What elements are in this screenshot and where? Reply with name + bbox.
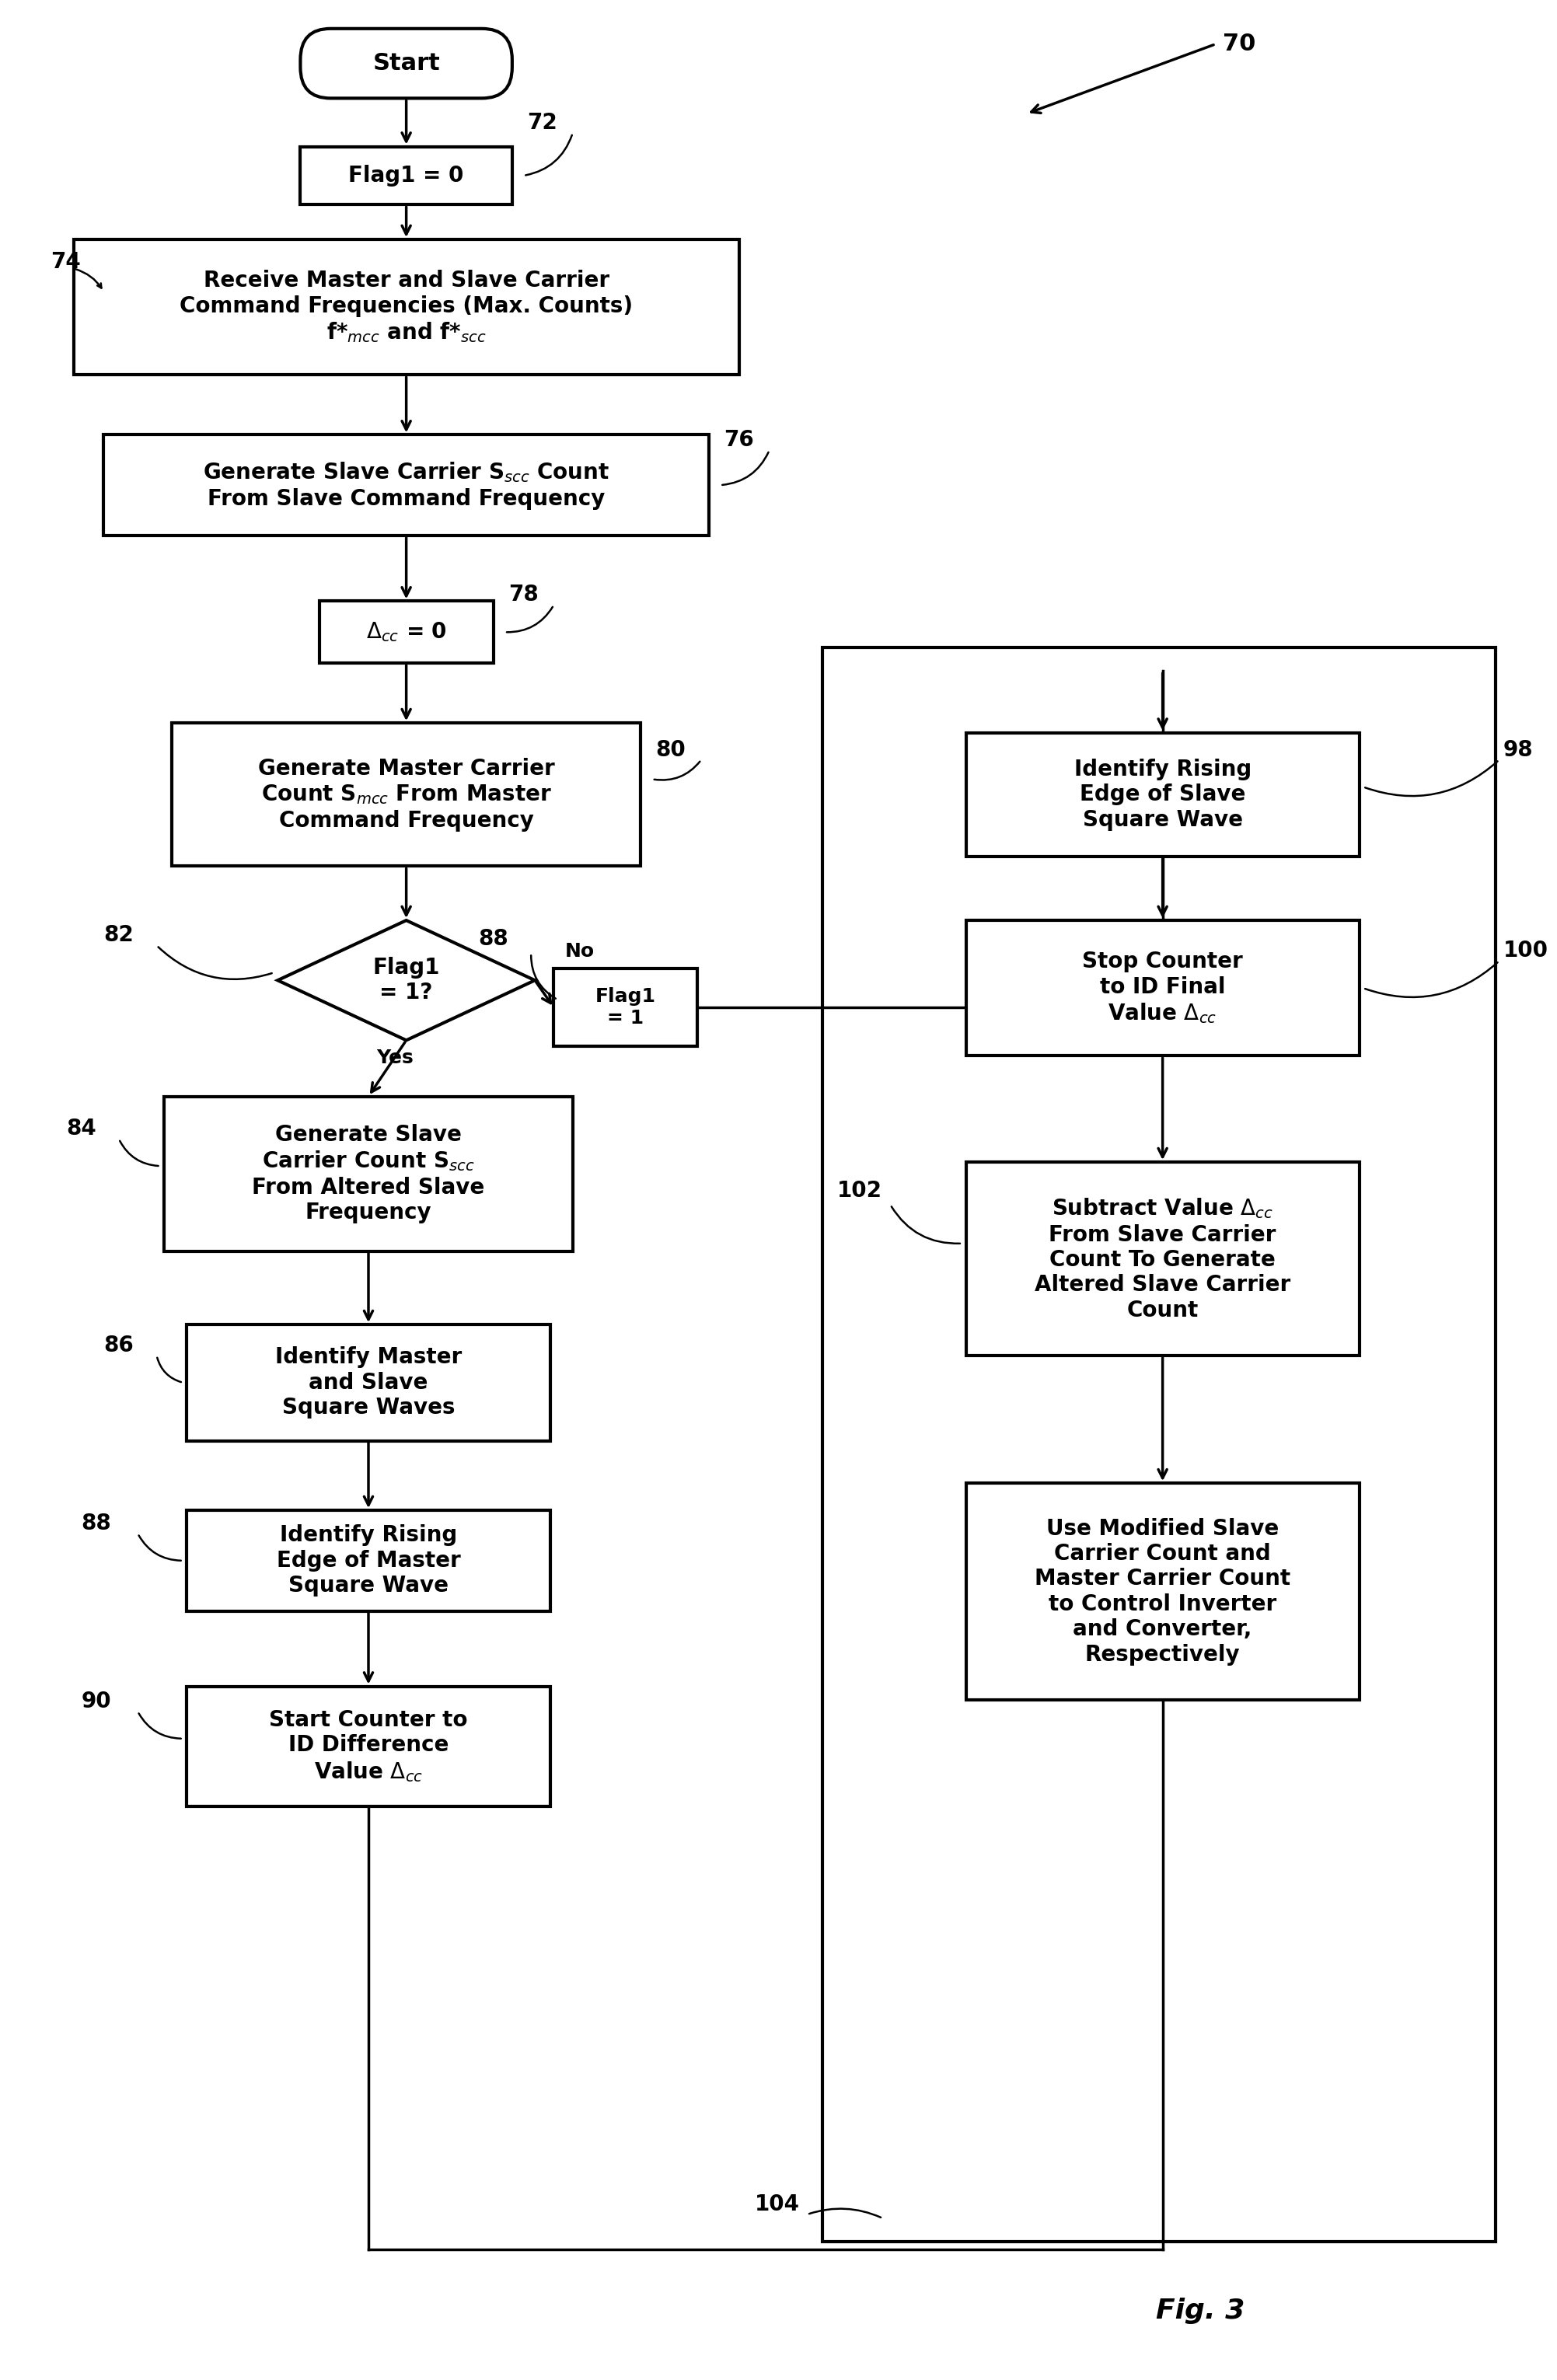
Text: 98: 98 bbox=[1503, 738, 1534, 762]
Text: Subtract Value $\Delta_{cc}$
From Slave Carrier
Count To Generate
Altered Slave : Subtract Value $\Delta_{cc}$ From Slave … bbox=[1035, 1197, 1291, 1321]
Text: 82: 82 bbox=[104, 923, 134, 947]
Text: $\Delta_{cc}$ = 0: $\Delta_{cc}$ = 0 bbox=[366, 621, 447, 643]
Text: Fig. 3: Fig. 3 bbox=[1155, 2299, 1246, 2325]
Text: Generate Master Carrier
Count S$_{mcc}$ From Master
Command Frequency: Generate Master Carrier Count S$_{mcc}$ … bbox=[258, 757, 554, 831]
Text: Identify Rising
Edge of Slave
Square Wave: Identify Rising Edge of Slave Square Wav… bbox=[1074, 759, 1252, 831]
Text: Flag1
= 1: Flag1 = 1 bbox=[595, 988, 655, 1028]
FancyBboxPatch shape bbox=[319, 602, 494, 664]
FancyBboxPatch shape bbox=[163, 1097, 573, 1252]
FancyBboxPatch shape bbox=[554, 969, 698, 1047]
Text: Receive Master and Slave Carrier
Command Frequencies (Max. Counts)
f*$_{mcc}$ an: Receive Master and Slave Carrier Command… bbox=[179, 269, 632, 345]
FancyBboxPatch shape bbox=[187, 1326, 550, 1440]
Text: Start: Start bbox=[372, 52, 441, 74]
Text: 78: 78 bbox=[509, 583, 539, 607]
Text: Use Modified Slave
Carrier Count and
Master Carrier Count
to Control Inverter
an: Use Modified Slave Carrier Count and Mas… bbox=[1035, 1518, 1291, 1666]
Text: Generate Slave Carrier S$_{scc}$ Count
From Slave Command Frequency: Generate Slave Carrier S$_{scc}$ Count F… bbox=[202, 462, 609, 509]
Polygon shape bbox=[277, 921, 536, 1040]
FancyBboxPatch shape bbox=[965, 733, 1359, 857]
Text: No: No bbox=[565, 942, 595, 962]
Text: Yes: Yes bbox=[377, 1050, 414, 1066]
Text: 90: 90 bbox=[81, 1690, 111, 1711]
Text: Generate Slave
Carrier Count S$_{scc}$
From Altered Slave
Frequency: Generate Slave Carrier Count S$_{scc}$ F… bbox=[252, 1123, 484, 1223]
Text: Identify Rising
Edge of Master
Square Wave: Identify Rising Edge of Master Square Wa… bbox=[277, 1526, 461, 1597]
Text: 104: 104 bbox=[755, 2194, 800, 2216]
FancyBboxPatch shape bbox=[965, 921, 1359, 1057]
Text: 80: 80 bbox=[655, 738, 687, 762]
FancyBboxPatch shape bbox=[822, 647, 1495, 2242]
Text: 86: 86 bbox=[104, 1335, 134, 1357]
Text: Identify Master
and Slave
Square Waves: Identify Master and Slave Square Waves bbox=[276, 1347, 462, 1418]
Text: Start Counter to
ID Difference
Value $\Delta_{cc}$: Start Counter to ID Difference Value $\D… bbox=[269, 1709, 467, 1783]
Text: 88: 88 bbox=[81, 1514, 111, 1535]
FancyBboxPatch shape bbox=[171, 724, 641, 866]
Text: 76: 76 bbox=[724, 428, 754, 452]
Text: 88: 88 bbox=[478, 928, 508, 950]
FancyBboxPatch shape bbox=[965, 1161, 1359, 1357]
FancyBboxPatch shape bbox=[301, 148, 512, 205]
Text: Flag1
= 1?: Flag1 = 1? bbox=[372, 957, 439, 1004]
FancyBboxPatch shape bbox=[104, 436, 708, 536]
Text: Stop Counter
to ID Final
Value $\Delta_{cc}$: Stop Counter to ID Final Value $\Delta_{… bbox=[1082, 950, 1242, 1026]
Text: 102: 102 bbox=[838, 1180, 883, 1202]
Text: 70: 70 bbox=[1224, 33, 1256, 55]
FancyBboxPatch shape bbox=[187, 1511, 550, 1611]
FancyBboxPatch shape bbox=[187, 1687, 550, 1806]
FancyBboxPatch shape bbox=[965, 1483, 1359, 1699]
Text: Flag1 = 0: Flag1 = 0 bbox=[349, 164, 464, 186]
Text: 72: 72 bbox=[528, 112, 557, 133]
Text: 84: 84 bbox=[65, 1119, 97, 1140]
Text: 74: 74 bbox=[51, 252, 81, 274]
Text: 100: 100 bbox=[1503, 940, 1548, 962]
FancyBboxPatch shape bbox=[73, 240, 740, 376]
FancyBboxPatch shape bbox=[301, 29, 512, 98]
